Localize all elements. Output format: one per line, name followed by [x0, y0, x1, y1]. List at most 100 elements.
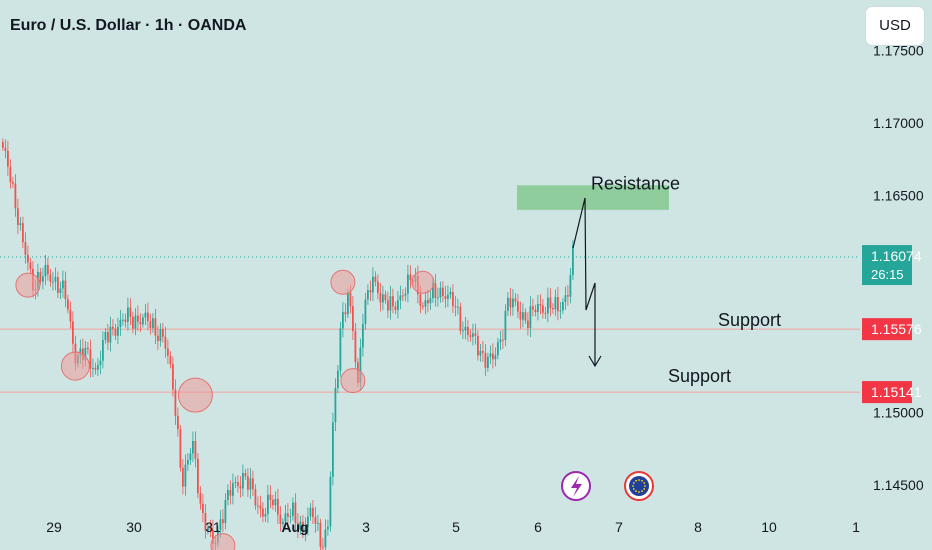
- candle[interactable]: [519, 301, 522, 329]
- candle[interactable]: [552, 303, 554, 314]
- candle[interactable]: [527, 312, 529, 336]
- candle[interactable]: [487, 352, 489, 372]
- candle[interactable]: [482, 340, 484, 362]
- eu-flag-icon[interactable]: [624, 471, 654, 501]
- candle[interactable]: [144, 304, 147, 326]
- candle[interactable]: [294, 493, 297, 532]
- candle[interactable]: [392, 288, 394, 314]
- candle[interactable]: [307, 507, 309, 536]
- candle[interactable]: [407, 264, 409, 303]
- candle[interactable]: [179, 425, 182, 472]
- candle[interactable]: [452, 284, 454, 314]
- candle[interactable]: [167, 339, 169, 365]
- candle[interactable]: [247, 468, 249, 498]
- candle[interactable]: [379, 282, 382, 312]
- candle[interactable]: [107, 323, 109, 350]
- candle[interactable]: [117, 317, 119, 345]
- candle[interactable]: [484, 344, 487, 376]
- candle[interactable]: [197, 453, 199, 499]
- candle[interactable]: [424, 291, 427, 315]
- candle[interactable]: [459, 302, 462, 335]
- candle[interactable]: [449, 287, 452, 299]
- candle[interactable]: [109, 316, 112, 352]
- candle[interactable]: [222, 509, 224, 533]
- candle[interactable]: [492, 343, 494, 369]
- candle[interactable]: [332, 412, 334, 486]
- candle[interactable]: [522, 303, 524, 328]
- candle[interactable]: [119, 310, 122, 336]
- candle[interactable]: [302, 515, 304, 539]
- candle[interactable]: [442, 281, 444, 302]
- candle[interactable]: [59, 281, 62, 300]
- candle[interactable]: [152, 313, 154, 333]
- candle[interactable]: [389, 286, 392, 320]
- candle[interactable]: [334, 378, 337, 431]
- candle[interactable]: [127, 297, 129, 331]
- candle[interactable]: [7, 140, 9, 176]
- candle[interactable]: [509, 288, 512, 317]
- candle[interactable]: [162, 322, 164, 343]
- candle[interactable]: [207, 523, 209, 535]
- candle[interactable]: [404, 287, 407, 302]
- candle[interactable]: [252, 470, 254, 496]
- candle[interactable]: [157, 325, 159, 350]
- candle[interactable]: [387, 291, 389, 318]
- candle[interactable]: [112, 319, 114, 336]
- candle[interactable]: [12, 176, 14, 189]
- candle[interactable]: [267, 484, 269, 523]
- candle[interactable]: [524, 308, 527, 325]
- candle[interactable]: [342, 302, 344, 338]
- candle[interactable]: [444, 286, 447, 308]
- candle[interactable]: [402, 289, 404, 302]
- candle[interactable]: [557, 286, 559, 321]
- candle[interactable]: [489, 345, 492, 365]
- candle[interactable]: [169, 351, 172, 369]
- candle[interactable]: [369, 280, 372, 302]
- candle[interactable]: [264, 507, 267, 523]
- candle[interactable]: [124, 313, 127, 328]
- candle[interactable]: [262, 502, 264, 523]
- candle[interactable]: [142, 313, 144, 328]
- candle[interactable]: [92, 358, 94, 378]
- candle[interactable]: [204, 504, 207, 539]
- candle[interactable]: [537, 294, 539, 321]
- candle[interactable]: [467, 319, 469, 342]
- candle[interactable]: [499, 330, 502, 351]
- candle[interactable]: [544, 306, 547, 320]
- candle[interactable]: [192, 431, 194, 462]
- candle[interactable]: [532, 298, 534, 317]
- candle[interactable]: [397, 291, 399, 319]
- candle[interactable]: [2, 138, 4, 152]
- candle[interactable]: [354, 323, 357, 370]
- candle[interactable]: [457, 298, 459, 315]
- candle[interactable]: [132, 311, 134, 334]
- candle[interactable]: [282, 518, 284, 528]
- support-badge-2[interactable]: [862, 381, 912, 404]
- candle[interactable]: [49, 268, 52, 287]
- candle[interactable]: [454, 295, 457, 317]
- candle[interactable]: [479, 344, 482, 362]
- candle[interactable]: [182, 459, 184, 495]
- candle[interactable]: [554, 289, 557, 317]
- candle[interactable]: [364, 292, 367, 330]
- time-axis[interactable]: 29 30 31 Aug 3 5 6 7 8 10 1: [46, 519, 860, 535]
- candle[interactable]: [312, 500, 314, 525]
- candle[interactable]: [534, 304, 537, 317]
- candle[interactable]: [259, 495, 262, 518]
- candle[interactable]: [159, 323, 162, 347]
- candle[interactable]: [69, 301, 72, 329]
- candle[interactable]: [337, 364, 339, 394]
- candle[interactable]: [177, 407, 179, 437]
- candle[interactable]: [232, 473, 234, 505]
- candle[interactable]: [277, 488, 279, 524]
- candle[interactable]: [427, 289, 429, 313]
- candle[interactable]: [57, 271, 59, 299]
- candle[interactable]: [237, 474, 239, 493]
- candle[interactable]: [297, 513, 299, 539]
- candle[interactable]: [24, 232, 27, 264]
- candle[interactable]: [189, 447, 192, 465]
- candle[interactable]: [564, 286, 567, 310]
- candle[interactable]: [54, 267, 57, 291]
- candle[interactable]: [184, 454, 187, 496]
- candle[interactable]: [97, 358, 99, 377]
